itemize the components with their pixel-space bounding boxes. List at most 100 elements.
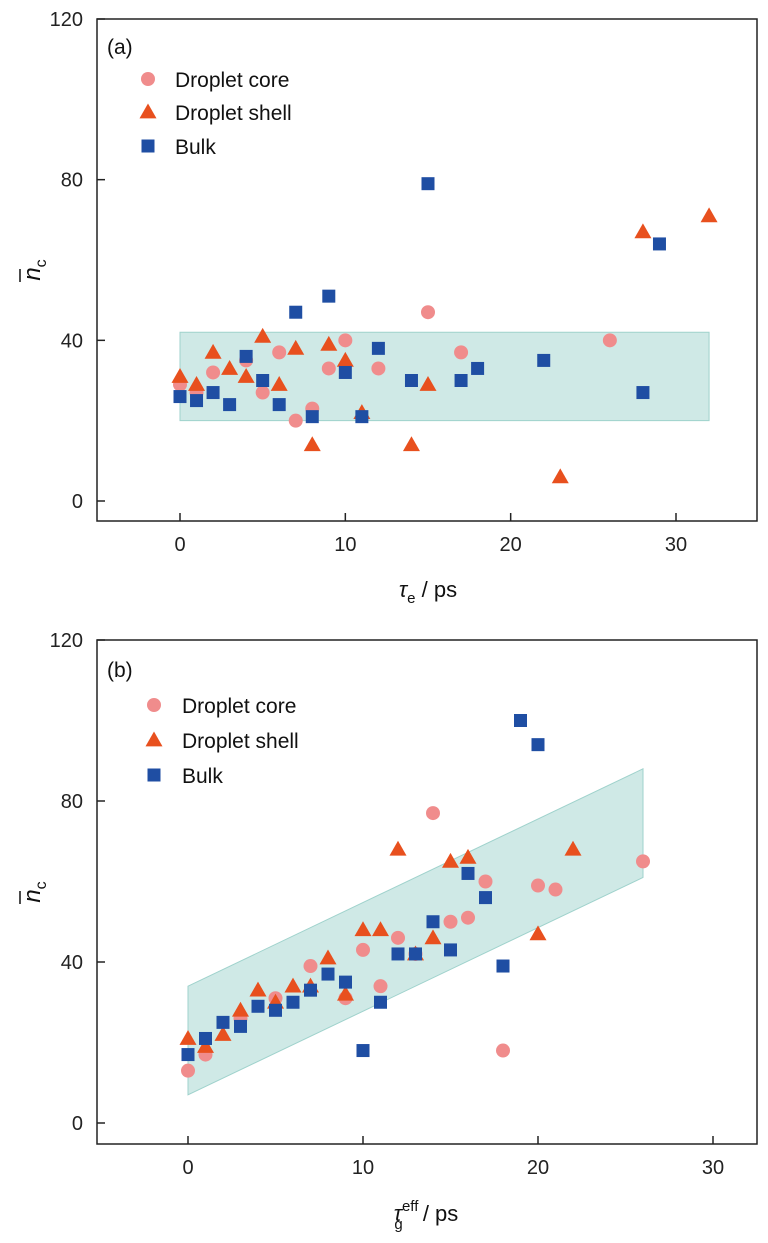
data-point: [336, 351, 354, 367]
data-point: [444, 943, 457, 957]
x-tick-label: 30: [702, 1157, 724, 1179]
data-point: [372, 921, 389, 937]
data-point: [551, 468, 569, 484]
data-point: [389, 840, 407, 856]
legend-label: Droplet shell: [182, 730, 299, 753]
data-point: [337, 985, 354, 1001]
y-tick-label: 80: [61, 170, 83, 192]
y-tick-label: 120: [50, 630, 83, 652]
data-point: [454, 345, 469, 360]
data-point: [181, 1063, 195, 1078]
data-point: [232, 1001, 249, 1017]
data-point: [305, 410, 319, 424]
data-point: [254, 327, 272, 343]
data-point: [548, 882, 563, 897]
data-point: [206, 365, 221, 380]
x-axis-label: τe / ps: [399, 577, 457, 607]
data-point: [564, 840, 582, 856]
panel-label: (a): [107, 36, 133, 59]
data-point: [461, 910, 475, 925]
data-point: [338, 333, 353, 348]
data-point: [272, 345, 287, 360]
x-tick-label: 10: [334, 534, 356, 556]
data-point: [284, 977, 302, 993]
data-point: [443, 914, 458, 929]
data-point: [529, 925, 547, 941]
data-point: [272, 398, 286, 412]
data-point: [237, 367, 255, 383]
shaded-band: [187, 768, 644, 1096]
data-point: [354, 921, 372, 937]
data-point: [204, 343, 222, 359]
data-point: [479, 891, 492, 905]
data-point: [442, 852, 459, 868]
legend-marker: [141, 72, 155, 86]
data-point: [303, 959, 318, 974]
data-point: [214, 1025, 232, 1041]
legend-marker: [139, 103, 157, 119]
legend-label: Droplet shell: [175, 102, 292, 125]
data-point: [531, 878, 545, 893]
series-bulk: [173, 177, 666, 424]
data-point: [234, 1019, 247, 1033]
data-point: [636, 386, 650, 400]
y-tick-label: 0: [72, 1113, 83, 1135]
data-point: [216, 1015, 230, 1029]
data-point: [197, 1038, 214, 1053]
data-point: [179, 1029, 197, 1045]
x-tick-label: 10: [352, 1157, 374, 1179]
data-point: [255, 385, 270, 400]
data-point: [270, 376, 288, 391]
data-point: [471, 361, 485, 375]
data-point: [634, 223, 652, 239]
panel-b: 0 10 20 30 0 40 80 120 Droplet core Droplet shell…: [19, 630, 758, 1233]
legend-marker: [147, 698, 161, 712]
data-point: [496, 959, 510, 973]
panel-label: (b): [107, 659, 133, 682]
svg-text:nc: nc: [19, 259, 50, 280]
data-point: [421, 177, 435, 191]
data-point: [537, 353, 551, 367]
data-point: [461, 866, 475, 880]
data-point: [321, 967, 335, 981]
data-point: [652, 237, 666, 251]
data-point: [531, 738, 545, 752]
data-point: [221, 359, 239, 375]
data-point: [269, 1003, 282, 1017]
data-point: [459, 848, 477, 864]
data-point: [206, 386, 220, 400]
data-point: [188, 376, 206, 391]
y-tick-label: 40: [61, 330, 83, 352]
data-point: [339, 975, 352, 989]
y-tick-label: 120: [50, 9, 83, 31]
panel-a: 0 10 20 30 0 40 80 120 Droplet core Droplet shell…: [19, 9, 758, 607]
data-point: [374, 995, 387, 1009]
plot-frame: [96, 639, 758, 1145]
data-point: [636, 854, 650, 869]
legend-marker: [145, 731, 163, 747]
data-point: [319, 949, 337, 965]
data-point: [173, 390, 187, 404]
data-point: [514, 714, 527, 727]
data-point: [454, 374, 468, 387]
data-point: [391, 930, 405, 945]
data-point: [496, 1043, 510, 1058]
data-point: [700, 207, 718, 223]
y-axis-label: nc: [19, 259, 50, 282]
data-point: [239, 349, 253, 363]
data-point: [304, 983, 317, 997]
legend-marker: [147, 768, 161, 782]
data-point: [478, 874, 493, 889]
plot-frame: [96, 18, 758, 522]
data-point: [402, 436, 420, 452]
y-tick-label: 80: [61, 791, 83, 813]
y-axis-label: nc: [19, 881, 50, 904]
x-tick-label: 30: [665, 534, 687, 556]
y-tick-label: 40: [61, 952, 83, 974]
data-point: [181, 1048, 195, 1062]
data-point: [199, 1031, 212, 1045]
data-point: [322, 289, 336, 303]
data-point: [256, 374, 270, 387]
series-bulk: [181, 714, 545, 1062]
